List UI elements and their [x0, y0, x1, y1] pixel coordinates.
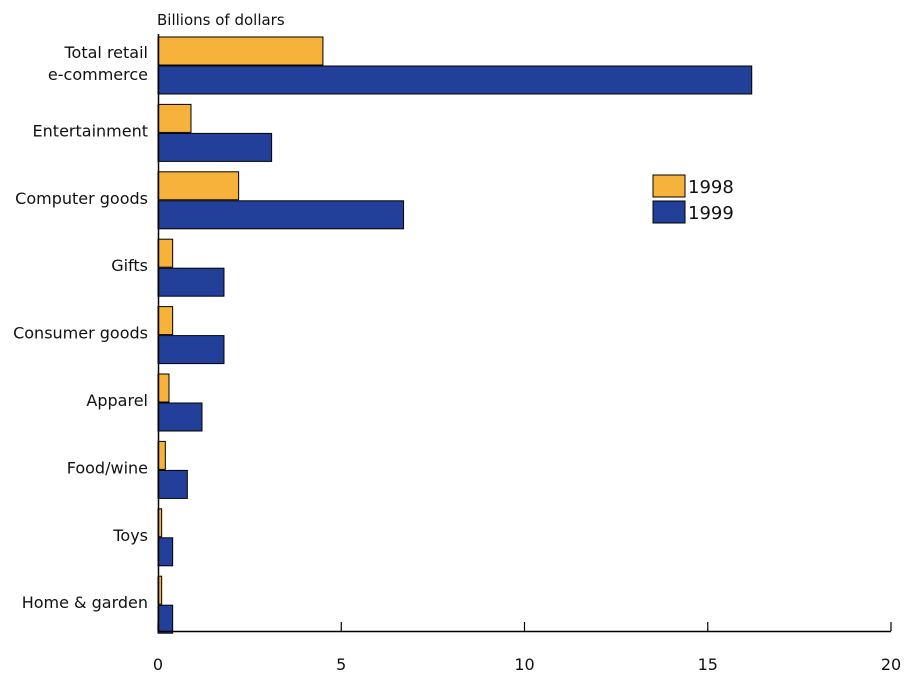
- bar-apparel-1998: [157, 373, 170, 403]
- bar-entertainment-1999: [157, 132, 273, 162]
- bar-food-wine-1999: [157, 469, 188, 499]
- x-tick-label-20: 20: [881, 655, 901, 674]
- legend-label-1999: 1999: [688, 203, 734, 224]
- legend-swatch-1998: [652, 174, 686, 198]
- x-tick-label-0: 0: [153, 655, 163, 674]
- bar-home-garden-1999: [157, 604, 174, 634]
- x-tick-label-15: 15: [698, 655, 718, 674]
- category-label-apparel: Apparel: [86, 391, 148, 410]
- category-label-food-wine: Food/wine: [67, 458, 148, 477]
- category-label-consumer-goods: Consumer goods: [13, 324, 148, 343]
- category-labels: Total retail e-commerce Entertainment Compu…: [13, 43, 148, 612]
- category-label-computer-goods: Computer goods: [15, 189, 148, 208]
- legend-label-1998: 1998: [688, 177, 734, 198]
- category-label-home-garden: Home & garden: [22, 593, 148, 612]
- x-ticks: 0 5 10 15 20: [153, 622, 901, 674]
- bar-computer-goods-1999: [157, 200, 405, 230]
- bar-gifts-1999: [157, 267, 225, 297]
- legend-swatch-1999: [652, 200, 686, 224]
- bar-toys-1999: [157, 537, 174, 567]
- unit-label: Billions of dollars: [157, 11, 285, 29]
- category-label-toys: Toys: [112, 526, 148, 545]
- bar-entertainment-1998: [157, 103, 192, 133]
- legend: 1998 1999: [652, 174, 734, 224]
- category-label-gifts: Gifts: [111, 256, 148, 275]
- bar-computer-goods-1998: [157, 171, 240, 201]
- x-tick-label-10: 10: [514, 655, 534, 674]
- bar-consumer-goods-1999: [157, 335, 225, 365]
- bar-consumer-goods-1998: [157, 306, 174, 336]
- bar-apparel-1999: [157, 402, 203, 432]
- bar-total-retail-e-commerce-1998: [157, 36, 324, 66]
- bar-gifts-1998: [157, 238, 174, 268]
- bar-total-retail-e-commerce-1999: [157, 65, 753, 95]
- x-tick-label-5: 5: [336, 655, 346, 674]
- category-label-total-retail-e-commerce: Total retail e-commerce: [48, 43, 148, 84]
- bars-group: [157, 36, 753, 634]
- category-label-entertainment: Entertainment: [33, 121, 148, 140]
